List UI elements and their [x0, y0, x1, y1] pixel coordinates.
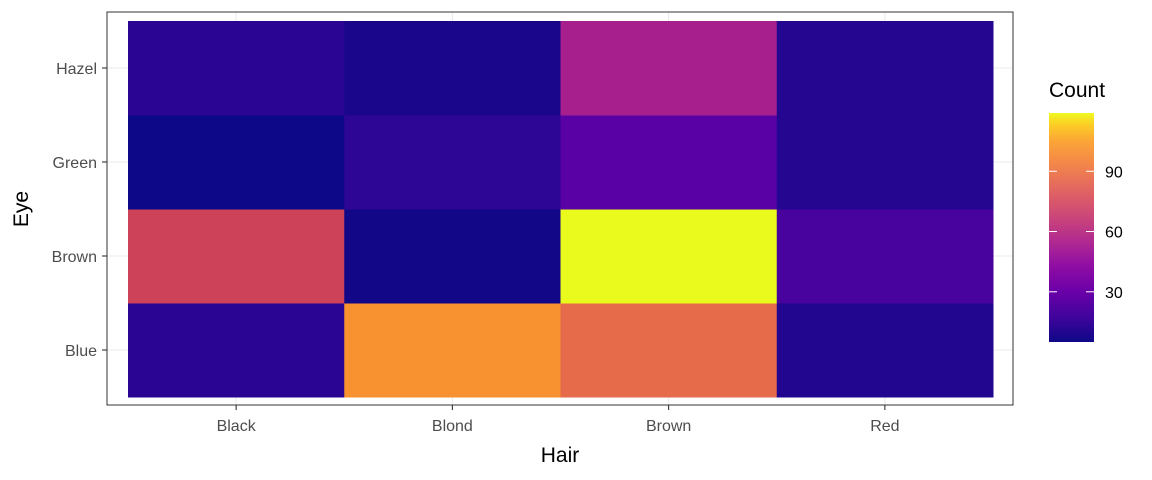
y-tick-label: Brown	[52, 249, 97, 266]
heatmap-cell-brown-brown	[560, 209, 778, 304]
heatmap-cell-blond-hazel	[344, 21, 561, 116]
heatmap-cell-black-green	[128, 115, 345, 210]
legend-tick-label: 60	[1105, 225, 1123, 242]
legend-colorbar	[1049, 113, 1094, 342]
legend-title: Count	[1049, 79, 1105, 102]
x-tick-label: Black	[217, 418, 257, 435]
heatmap-cell-blond-blue	[344, 303, 561, 398]
heatmap-cell-brown-green	[560, 115, 778, 210]
y-axis-title: Eye	[10, 191, 33, 227]
heatmap-cell-black-brown	[128, 209, 345, 304]
heatmap-cell-red-green	[776, 115, 994, 210]
legend: Count 30 60 90	[1049, 79, 1123, 342]
y-tick-label: Green	[53, 155, 97, 172]
heatmap-cell-red-blue	[776, 303, 994, 398]
heatmap-cell-blond-green	[344, 115, 561, 210]
panel-border	[106, 11, 1014, 406]
heatmap-cell-black-hazel	[128, 21, 345, 116]
x-tick-label: Blond	[432, 418, 473, 435]
heatmap-cell-brown-blue	[560, 303, 778, 398]
y-tick-label: Blue	[65, 343, 97, 360]
heatmap-cell-black-blue	[128, 303, 345, 398]
heatmap-cell-red-brown	[776, 209, 994, 304]
y-tick-label: Hazel	[56, 61, 97, 78]
heatmap-cell-red-hazel	[776, 21, 994, 116]
legend-tick-label: 30	[1105, 285, 1123, 302]
x-tick-label: Brown	[646, 418, 691, 435]
heatmap-cell-brown-hazel	[560, 21, 778, 116]
legend-tick-label: 90	[1105, 164, 1123, 181]
x-axis-title: Hair	[541, 444, 580, 467]
x-tick-label: Red	[870, 418, 899, 435]
heatmap-cell-blond-brown	[344, 209, 561, 304]
